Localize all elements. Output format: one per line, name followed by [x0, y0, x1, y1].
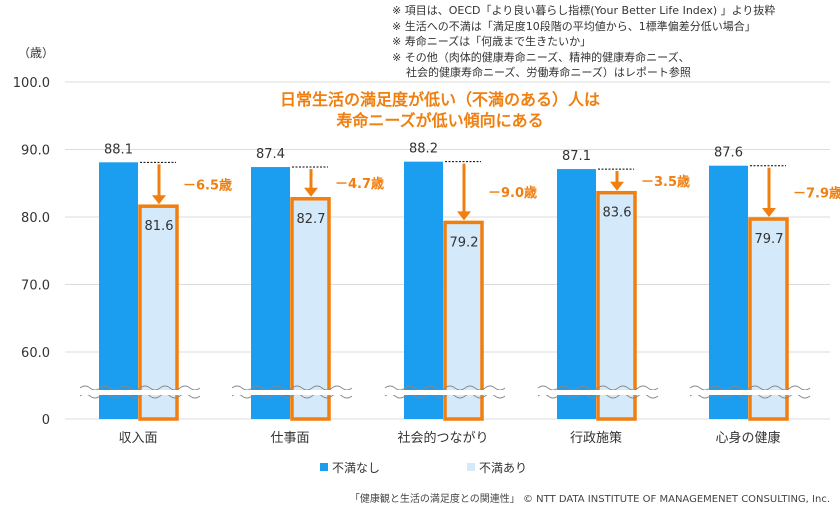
chart-title: 寿命ニーズが低い傾向にある: [336, 111, 543, 130]
chart-title: 日常生活の満足度が低い（不満のある）人は: [280, 90, 600, 109]
data-label: 88.2: [409, 142, 438, 157]
axis-break-gap: [538, 390, 658, 395]
arrow-head-icon: [610, 181, 624, 191]
legend-label: 不満あり: [479, 461, 527, 475]
difference-label: －6.5歳: [183, 177, 232, 193]
note-line: ※ 項目は、OECD「より良い暮らし指標(Your Better Life In…: [392, 4, 776, 17]
arrow-head-icon: [152, 195, 166, 205]
y-tick-label: 90.0: [21, 144, 50, 159]
y-tick-label: 80.0: [21, 211, 50, 226]
y-tick-label: 0: [42, 413, 50, 428]
difference-label: －9.0歳: [488, 185, 537, 201]
arrow-head-icon: [762, 208, 776, 218]
y-tick-label: 60.0: [21, 346, 50, 361]
y-tick-label: 70.0: [21, 279, 50, 294]
difference-label: －3.5歳: [641, 174, 690, 190]
data-label: 82.7: [297, 212, 326, 227]
bar-dissatisfied: [290, 197, 331, 421]
bar-dissatisfied: [596, 190, 637, 421]
data-label: 87.1: [562, 149, 591, 164]
axis-break-mark: [537, 385, 659, 391]
footer-copyright: 「健康観と生活の満足度との関連性」 © NTT DATA INSTITUTE O…: [349, 494, 830, 505]
note-line: ※ 生活への不満は「満足度10段階の平均値から、1標準偏差分低い場合」: [392, 19, 756, 33]
note-line: ※ その他（肉体的健康寿命ニーズ、精神的健康寿命ニーズ、: [392, 50, 690, 64]
bar-no-dissatisfaction: [557, 169, 596, 419]
data-label: 87.4: [256, 147, 285, 162]
note-line: ※ 寿命ニーズは「何歳まで生きたいか」: [392, 35, 592, 48]
data-label: 88.1: [104, 142, 133, 157]
note-line: 社会的健康寿命ニーズ、労働寿命ニーズ）はレポート参照: [392, 66, 691, 79]
axis-break-mark: [231, 385, 353, 391]
data-label: 83.6: [603, 206, 632, 221]
axis-break-mark: [79, 385, 201, 391]
category-label: 収入面: [118, 431, 157, 446]
axis-break-mark: [384, 393, 506, 399]
axis-break-mark: [689, 393, 811, 399]
bar-dissatisfied: [138, 204, 179, 421]
bar-no-dissatisfaction: [99, 162, 138, 419]
arrow-head-icon: [304, 187, 318, 197]
category-label: 行政施策: [570, 430, 622, 446]
axis-break-mark: [79, 393, 201, 399]
axis-break-mark: [537, 393, 659, 399]
bar-no-dissatisfaction: [709, 165, 748, 419]
category-label: 心身の健康: [715, 430, 780, 446]
axis-break-mark: [384, 385, 506, 391]
data-label: 79.7: [755, 232, 784, 247]
axis-break-gap: [690, 390, 810, 395]
y-tick-label: 100.0: [13, 76, 50, 91]
bar-no-dissatisfaction: [404, 161, 443, 419]
legend-swatch-no-dissatisfaction: [320, 463, 328, 471]
category-label: 社会的つながり: [397, 430, 488, 446]
legend-swatch-dissatisfied: [467, 463, 475, 471]
difference-label: －4.7歳: [335, 176, 384, 192]
category-label: 仕事面: [270, 431, 309, 446]
difference-label: －7.9歳: [793, 185, 840, 201]
legend-label: 不満なし: [332, 461, 380, 475]
axis-break-gap: [385, 390, 505, 395]
data-label: 79.2: [450, 235, 479, 250]
axis-break-gap: [80, 390, 200, 395]
data-label: 87.6: [714, 146, 743, 161]
notes: ※ 項目は、OECD「より良い暮らし指標(Your Better Life In…: [392, 3, 775, 81]
axis-break-gap: [232, 390, 352, 395]
axis-break-mark: [689, 385, 811, 391]
axis-break-mark: [231, 393, 353, 399]
y-axis-unit: （歳）: [18, 46, 55, 60]
arrow-head-icon: [457, 211, 471, 221]
bar-no-dissatisfaction: [251, 167, 290, 419]
data-label: 81.6: [145, 219, 174, 234]
